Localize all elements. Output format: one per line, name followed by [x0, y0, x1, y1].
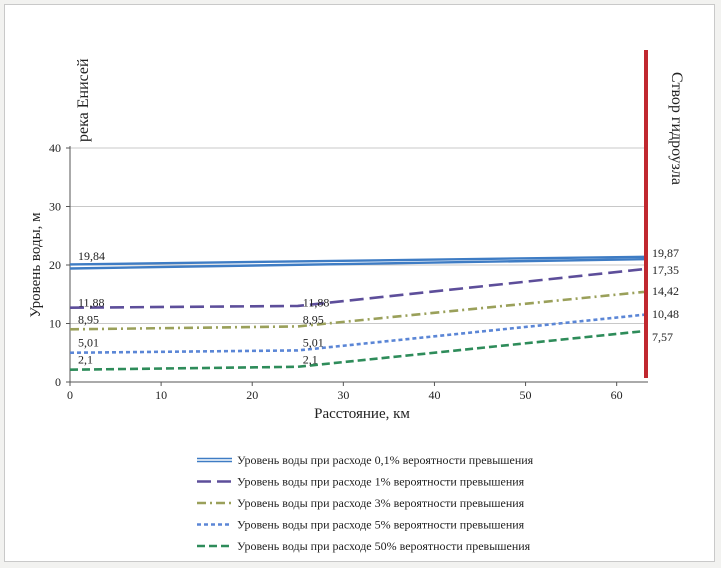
series-5-line	[69, 329, 645, 372]
data-label-s3-2: 8,95	[303, 313, 324, 327]
data-label-s1-1: 19,84	[78, 249, 105, 263]
series-5	[69, 329, 645, 372]
y-tick-label-30: 30	[49, 200, 61, 214]
x-axis-title: Расстояние, км	[314, 406, 410, 422]
series-lines	[69, 255, 645, 372]
x-tick-label-40: 40	[428, 388, 440, 402]
series-2	[69, 267, 645, 310]
legend-label-4: Уровень воды при расходе 5% вероятности …	[237, 518, 525, 532]
y-axis-title: Уровень воды, м	[28, 212, 44, 318]
data-labels: 19,84 19,87 11,88 11,88 17,35 8,95 8,95 14,42 5,…	[78, 246, 679, 367]
legend-item-5: Уровень воды при расходе 50% вероятности…	[197, 539, 531, 553]
legend-label-5: Уровень воды при расходе 50% вероятности…	[237, 539, 531, 553]
y-tick-label-0: 0	[55, 375, 61, 389]
data-label-s2-3: 17,35	[652, 263, 679, 277]
series-4-line	[69, 313, 645, 355]
legend-label-3: Уровень воды при расходе 3% вероятности …	[237, 496, 525, 510]
data-label-s2-2: 11,88	[303, 296, 330, 310]
legend-item-2: Уровень воды при расходе 1% вероятности …	[197, 475, 525, 489]
data-label-s1-2: 19,87	[652, 246, 679, 260]
legend: Уровень воды при расходе 0,1% вероятност…	[197, 453, 534, 553]
series-1-line-lower	[69, 257, 645, 270]
data-label-s5-2: 2,1	[303, 353, 318, 367]
series-1-line-upper	[69, 255, 645, 266]
data-label-s2-1: 11,88	[78, 296, 105, 310]
data-label-s4-2: 5,01	[303, 336, 324, 350]
x-tick-label-0: 0	[67, 388, 73, 402]
x-tick-label-30: 30	[337, 388, 349, 402]
data-label-s3-1: 8,95	[78, 313, 99, 327]
legend-label-1: Уровень воды при расходе 0,1% вероятност…	[237, 453, 534, 467]
legend-item-3: Уровень воды при расходе 3% вероятности …	[197, 496, 525, 510]
chart-page	[4, 4, 715, 562]
dam-label: Створ гидроузла	[668, 72, 685, 185]
y-tick-labels: 0 10 20 30 40	[49, 141, 70, 389]
gridlines	[70, 147, 644, 324]
data-label-s5-3: 7,57	[652, 330, 673, 344]
x-tick-labels: 0 10 20 30 40 50 60	[67, 382, 623, 402]
series-3	[69, 290, 645, 331]
y-tick-label-20: 20	[49, 258, 61, 272]
x-tick-label-10: 10	[155, 388, 167, 402]
x-tick-label-20: 20	[246, 388, 258, 402]
x-tick-label-50: 50	[520, 388, 532, 402]
series-1	[69, 255, 645, 270]
data-label-s3-3: 14,42	[652, 284, 679, 298]
legend-label-2: Уровень воды при расходе 1% вероятности …	[237, 475, 525, 489]
river-label: река Енисей	[75, 58, 92, 142]
data-label-s4-3: 10,48	[652, 307, 679, 321]
y-tick-label-40: 40	[49, 141, 61, 155]
x-tick-label-60: 60	[611, 388, 623, 402]
data-label-s4-1: 5,01	[78, 336, 99, 350]
legend-item-4: Уровень воды при расходе 5% вероятности …	[197, 518, 525, 532]
series-4	[69, 313, 645, 355]
y-tick-label-10: 10	[49, 317, 61, 331]
legend-item-1: Уровень воды при расходе 0,1% вероятност…	[197, 453, 534, 467]
series-3-line	[69, 290, 645, 331]
data-label-s5-1: 2,1	[78, 353, 93, 367]
series-2-line	[69, 267, 645, 310]
